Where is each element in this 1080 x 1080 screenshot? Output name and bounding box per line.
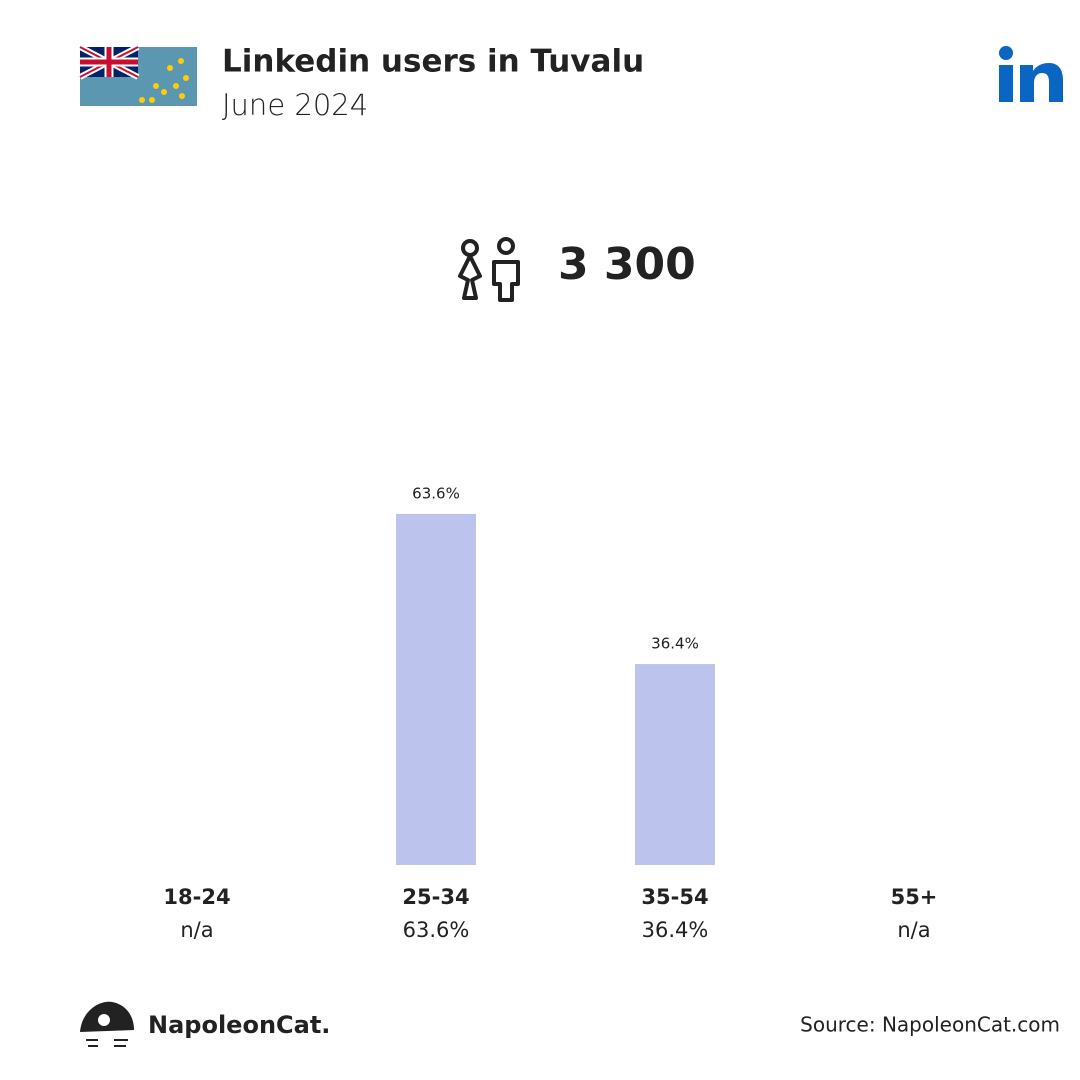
users-icon	[458, 237, 520, 302]
source: Source: NapoleonCat.com	[800, 1013, 1060, 1037]
category-value: n/a	[180, 918, 213, 942]
category-value: 63.6%	[403, 918, 470, 942]
category-label: 25-34	[402, 885, 469, 909]
linkedin-logo	[999, 46, 1063, 102]
brand-name: NapoleonCat.	[148, 1011, 330, 1039]
bar	[396, 513, 476, 865]
flag	[78, 44, 197, 106]
bar	[635, 664, 715, 865]
bar-value-label: 36.4%	[651, 635, 699, 653]
category-value: 36.4%	[642, 918, 709, 942]
category-label: 35-54	[641, 885, 708, 909]
category-value: n/a	[897, 918, 930, 942]
category-label: 18-24	[163, 885, 230, 909]
subtitle: June 2024	[222, 88, 368, 122]
brand-logo	[80, 1001, 134, 1047]
bar-value-label: 63.6%	[412, 484, 460, 502]
total-users: 3 300	[558, 239, 696, 290]
title: Linkedin users in Tuvalu	[222, 44, 644, 80]
category-label: 55+	[891, 885, 938, 909]
